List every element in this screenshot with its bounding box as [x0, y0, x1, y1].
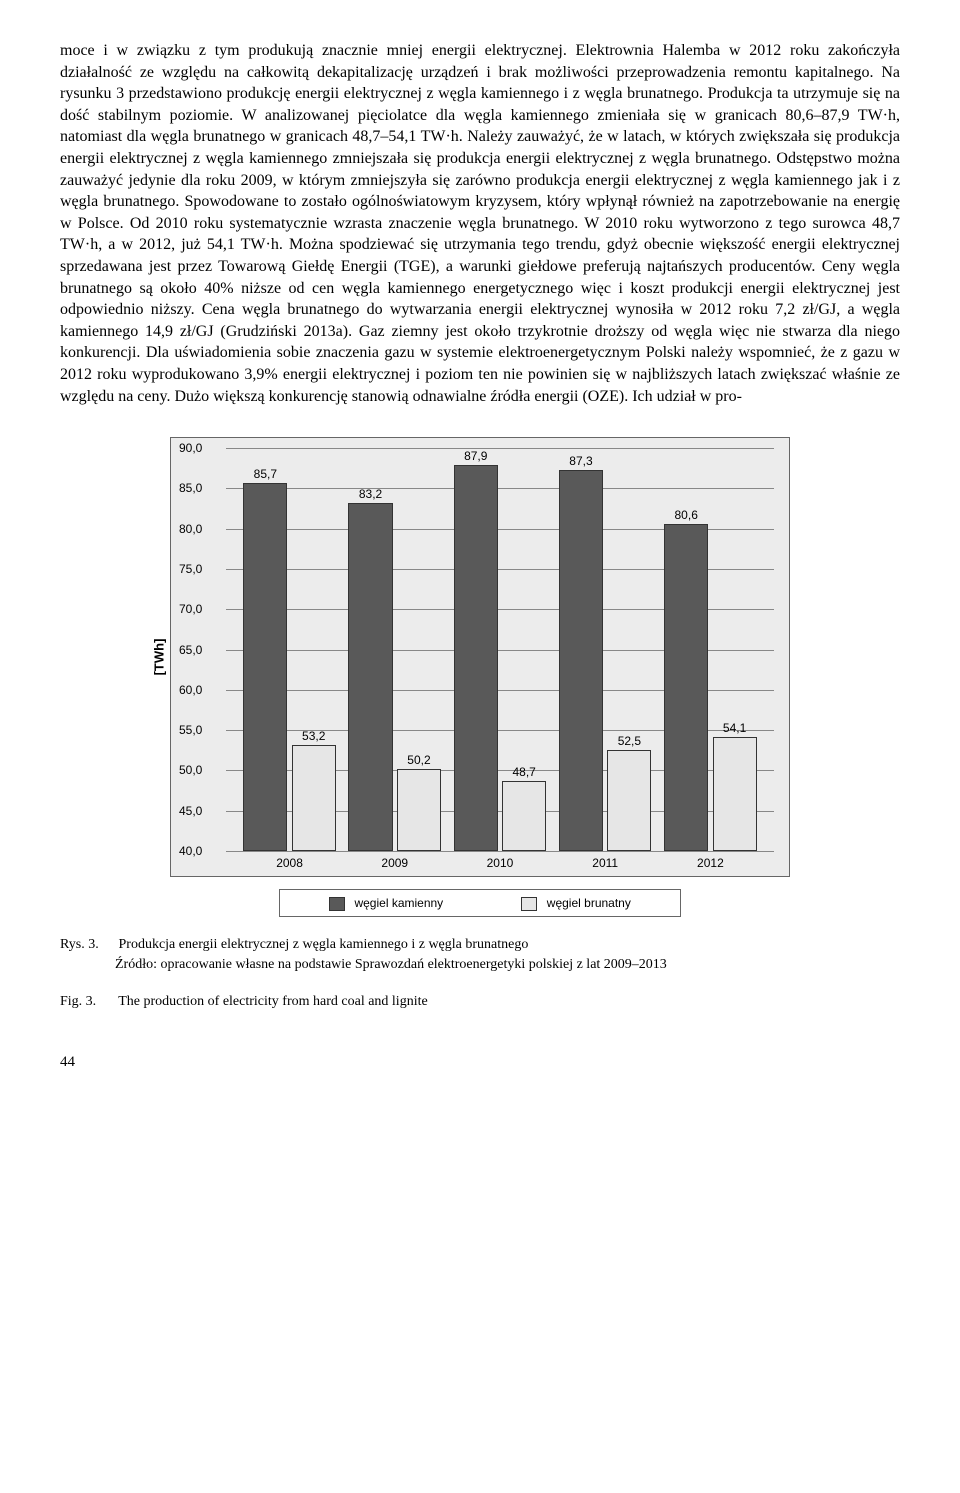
- y-axis-label: [TWh]: [151, 639, 169, 676]
- bar-group: 87,352,52011: [553, 448, 658, 851]
- caption-label: Fig. 3.: [60, 992, 115, 1012]
- bar-lignite: 48,7: [502, 781, 546, 851]
- bar-group: 83,250,22009: [342, 448, 447, 851]
- bar-value-label: 87,9: [464, 448, 487, 464]
- y-tick-label: 60,0: [179, 682, 202, 698]
- caption-label: Rys. 3.: [60, 935, 115, 955]
- bar-value-label: 80,6: [675, 507, 698, 523]
- x-tick-label: 2011: [592, 855, 618, 871]
- legend-label: węgiel brunatny: [547, 896, 631, 910]
- bar-lignite: 53,2: [292, 745, 336, 851]
- x-tick-label: 2008: [276, 855, 303, 871]
- plot-region: 85,753,2200883,250,2200987,948,7201087,3…: [226, 448, 774, 851]
- bar-value-label: 50,2: [407, 752, 430, 768]
- x-tick-label: 2009: [381, 855, 408, 871]
- bar-group: 87,948,72010: [447, 448, 552, 851]
- legend-item-hard-coal: węgiel kamienny: [329, 895, 443, 911]
- bar-value-label: 54,1: [723, 720, 746, 736]
- caption-text: The production of electricity from hard …: [118, 994, 427, 1009]
- bar-hard-coal: 87,9: [454, 465, 498, 851]
- y-tick-label: 50,0: [179, 762, 202, 778]
- bar-lignite: 50,2: [397, 769, 441, 851]
- y-tick-label: 40,0: [179, 843, 202, 859]
- bar-value-label: 48,7: [512, 764, 535, 780]
- figure-caption-pl: Rys. 3. Produkcja energii elektrycznej z…: [60, 935, 900, 974]
- legend-item-lignite: węgiel brunatny: [521, 895, 630, 911]
- y-tick-label: 45,0: [179, 803, 202, 819]
- bar-value-label: 53,2: [302, 728, 325, 744]
- x-tick-label: 2012: [697, 855, 724, 871]
- bar-lignite: 52,5: [607, 750, 651, 851]
- grid-line: [226, 851, 774, 852]
- bar-hard-coal: 85,7: [243, 483, 287, 851]
- legend-swatch-icon: [329, 897, 345, 911]
- bar-lignite: 54,1: [713, 737, 757, 851]
- figure-3: [TWh] 85,753,2200883,250,2200987,948,720…: [170, 437, 790, 917]
- bar-group: 85,753,22008: [237, 448, 342, 851]
- body-paragraph: moce i w związku z tym produkują znaczni…: [60, 40, 900, 407]
- y-tick-label: 75,0: [179, 561, 202, 577]
- bar-hard-coal: 83,2: [348, 503, 392, 851]
- bar-hard-coal: 80,6: [664, 524, 708, 851]
- chart-area: [TWh] 85,753,2200883,250,2200987,948,720…: [170, 437, 790, 877]
- figure-caption-en: Fig. 3. The production of electricity fr…: [60, 992, 900, 1012]
- bar-value-label: 52,5: [618, 733, 641, 749]
- bar-value-label: 83,2: [359, 486, 382, 502]
- bar-group: 80,654,12012: [658, 448, 763, 851]
- bar-hard-coal: 87,3: [559, 470, 603, 851]
- x-tick-label: 2010: [487, 855, 514, 871]
- y-tick-label: 80,0: [179, 521, 202, 537]
- legend-label: węgiel kamienny: [354, 896, 443, 910]
- y-tick-label: 90,0: [179, 440, 202, 456]
- bar-value-label: 87,3: [569, 453, 592, 469]
- page-number: 44: [60, 1052, 900, 1072]
- y-tick-label: 70,0: [179, 601, 202, 617]
- caption-text: Produkcja energii elektrycznej z węgla k…: [119, 937, 529, 952]
- y-tick-label: 85,0: [179, 480, 202, 496]
- chart-legend: węgiel kamienny węgiel brunatny: [279, 889, 681, 917]
- bar-value-label: 85,7: [254, 466, 277, 482]
- y-tick-label: 65,0: [179, 642, 202, 658]
- caption-source: Źródło: opracowanie własne na podstawie …: [60, 955, 900, 975]
- y-tick-label: 55,0: [179, 722, 202, 738]
- legend-swatch-icon: [521, 897, 537, 911]
